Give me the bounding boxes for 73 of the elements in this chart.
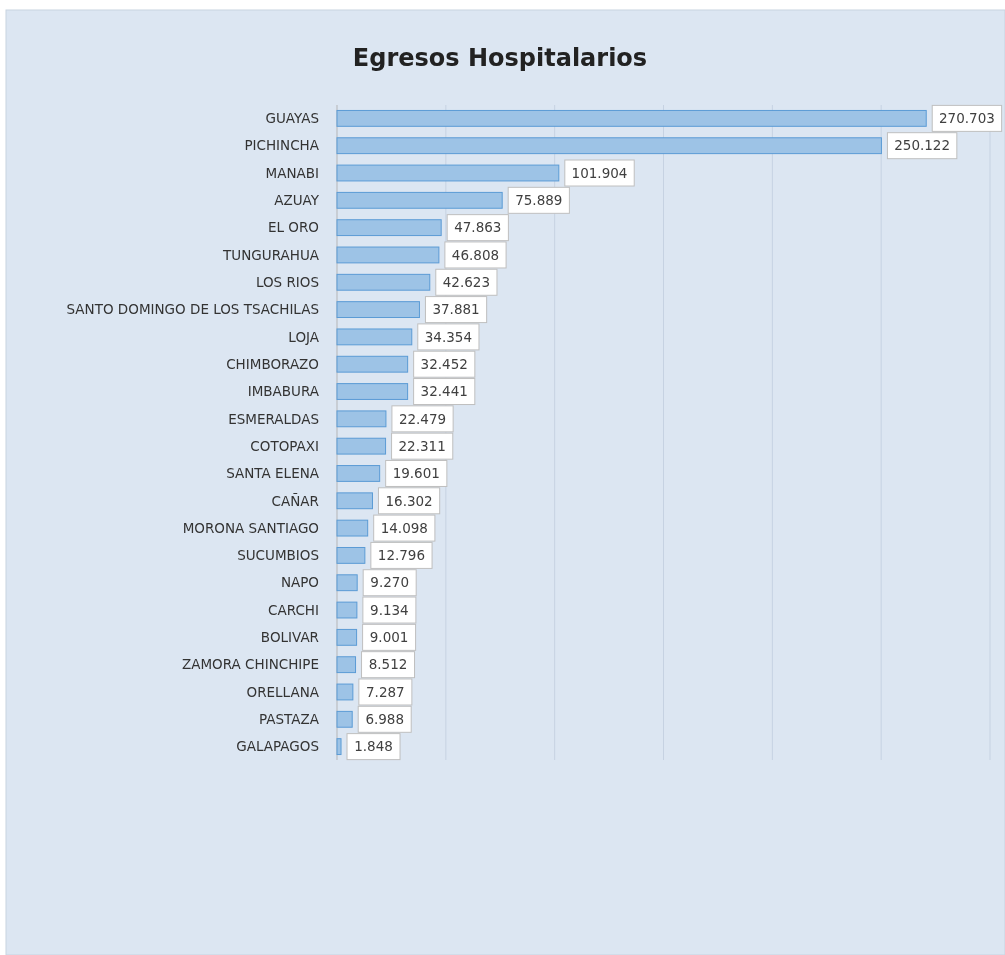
data-label: 12.796 xyxy=(377,547,426,564)
bar xyxy=(336,601,358,619)
y-tick-label: PICHINCHA xyxy=(244,137,320,154)
bar xyxy=(336,219,442,237)
bar xyxy=(336,546,366,564)
bar xyxy=(336,519,369,537)
y-tick-label: SANTO DOMINGO DE LOS TSACHILAS xyxy=(66,301,319,318)
y-tick-label: LOS RIOS xyxy=(255,274,319,290)
y-tick-label: TUNGURAHUA xyxy=(222,246,320,263)
y-tick-label: CAÑAR xyxy=(271,492,319,509)
bar xyxy=(336,574,358,592)
y-tick-label: GUAYAS xyxy=(265,110,319,127)
y-tick-label: CHIMBORAZO xyxy=(226,355,319,372)
bar xyxy=(336,492,373,510)
data-label: 34.354 xyxy=(424,328,472,345)
y-tick-label: GALAPAGOS xyxy=(236,738,319,755)
data-label: 19.601 xyxy=(392,465,440,482)
chart-title: Egresos Hospitalarios xyxy=(352,44,648,72)
y-tick-label: PASTAZA xyxy=(259,711,320,728)
bar xyxy=(336,383,409,400)
bar xyxy=(336,683,354,701)
y-tick-label: SANTA ELENA xyxy=(226,465,320,482)
bar xyxy=(336,355,409,373)
data-label: 32.452 xyxy=(420,355,468,372)
bar xyxy=(336,628,358,646)
y-tick-label: EL ORO xyxy=(268,219,319,236)
y-tick-label: IMBABURA xyxy=(247,383,320,400)
data-label: 37.881 xyxy=(432,301,480,318)
data-label: 9.001 xyxy=(369,629,409,646)
data-label: 42.623 xyxy=(442,274,490,290)
y-tick-label: SUCUMBIOS xyxy=(237,547,319,564)
y-tick-label: ORELLANA xyxy=(246,683,320,700)
data-label: 7.287 xyxy=(366,683,405,700)
data-label: 14.098 xyxy=(380,519,428,536)
data-label: 9.270 xyxy=(370,574,410,591)
data-label: 22.479 xyxy=(398,410,447,427)
data-label: 47.863 xyxy=(454,219,502,236)
y-tick-label: LOJA xyxy=(288,328,320,345)
y-tick-label: CARCHI xyxy=(268,601,319,618)
y-tick-label: BOLIVAR xyxy=(260,629,319,646)
data-label: 6.988 xyxy=(365,711,405,728)
bar xyxy=(336,191,503,209)
bar xyxy=(336,410,387,428)
bar xyxy=(336,710,353,728)
bar xyxy=(336,738,342,756)
y-tick-label: MORONA SANTIAGO xyxy=(182,519,319,536)
bar xyxy=(336,164,560,182)
bar xyxy=(336,246,440,264)
data-label: 75.889 xyxy=(515,192,563,209)
y-tick-label: NAPO xyxy=(280,574,319,591)
data-label: 46.808 xyxy=(451,246,500,263)
y-tick-label: ESMERALDAS xyxy=(228,410,319,427)
bar xyxy=(336,109,927,127)
data-label: 270.703 xyxy=(939,110,995,127)
data-label: 101.904 xyxy=(571,164,628,181)
y-tick-label: MANABI xyxy=(265,164,319,181)
data-label: 8.512 xyxy=(368,656,408,673)
bar xyxy=(336,301,420,319)
bar xyxy=(336,465,381,482)
data-label: 1.848 xyxy=(354,738,393,755)
data-label: 9.134 xyxy=(370,601,409,618)
y-tick-label: ZAMORA CHINCHIPE xyxy=(181,656,319,673)
y-tick-label: AZUAY xyxy=(274,192,320,209)
data-label: 32.441 xyxy=(420,383,468,400)
bar xyxy=(336,656,357,674)
bar xyxy=(336,273,431,291)
bar xyxy=(336,328,413,346)
bar xyxy=(336,137,882,155)
data-label: 250.122 xyxy=(894,137,951,154)
bar xyxy=(336,437,387,455)
data-label: 22.311 xyxy=(398,437,446,454)
data-label: 16.302 xyxy=(385,492,433,509)
y-tick-label: COTOPAXI xyxy=(250,437,319,454)
